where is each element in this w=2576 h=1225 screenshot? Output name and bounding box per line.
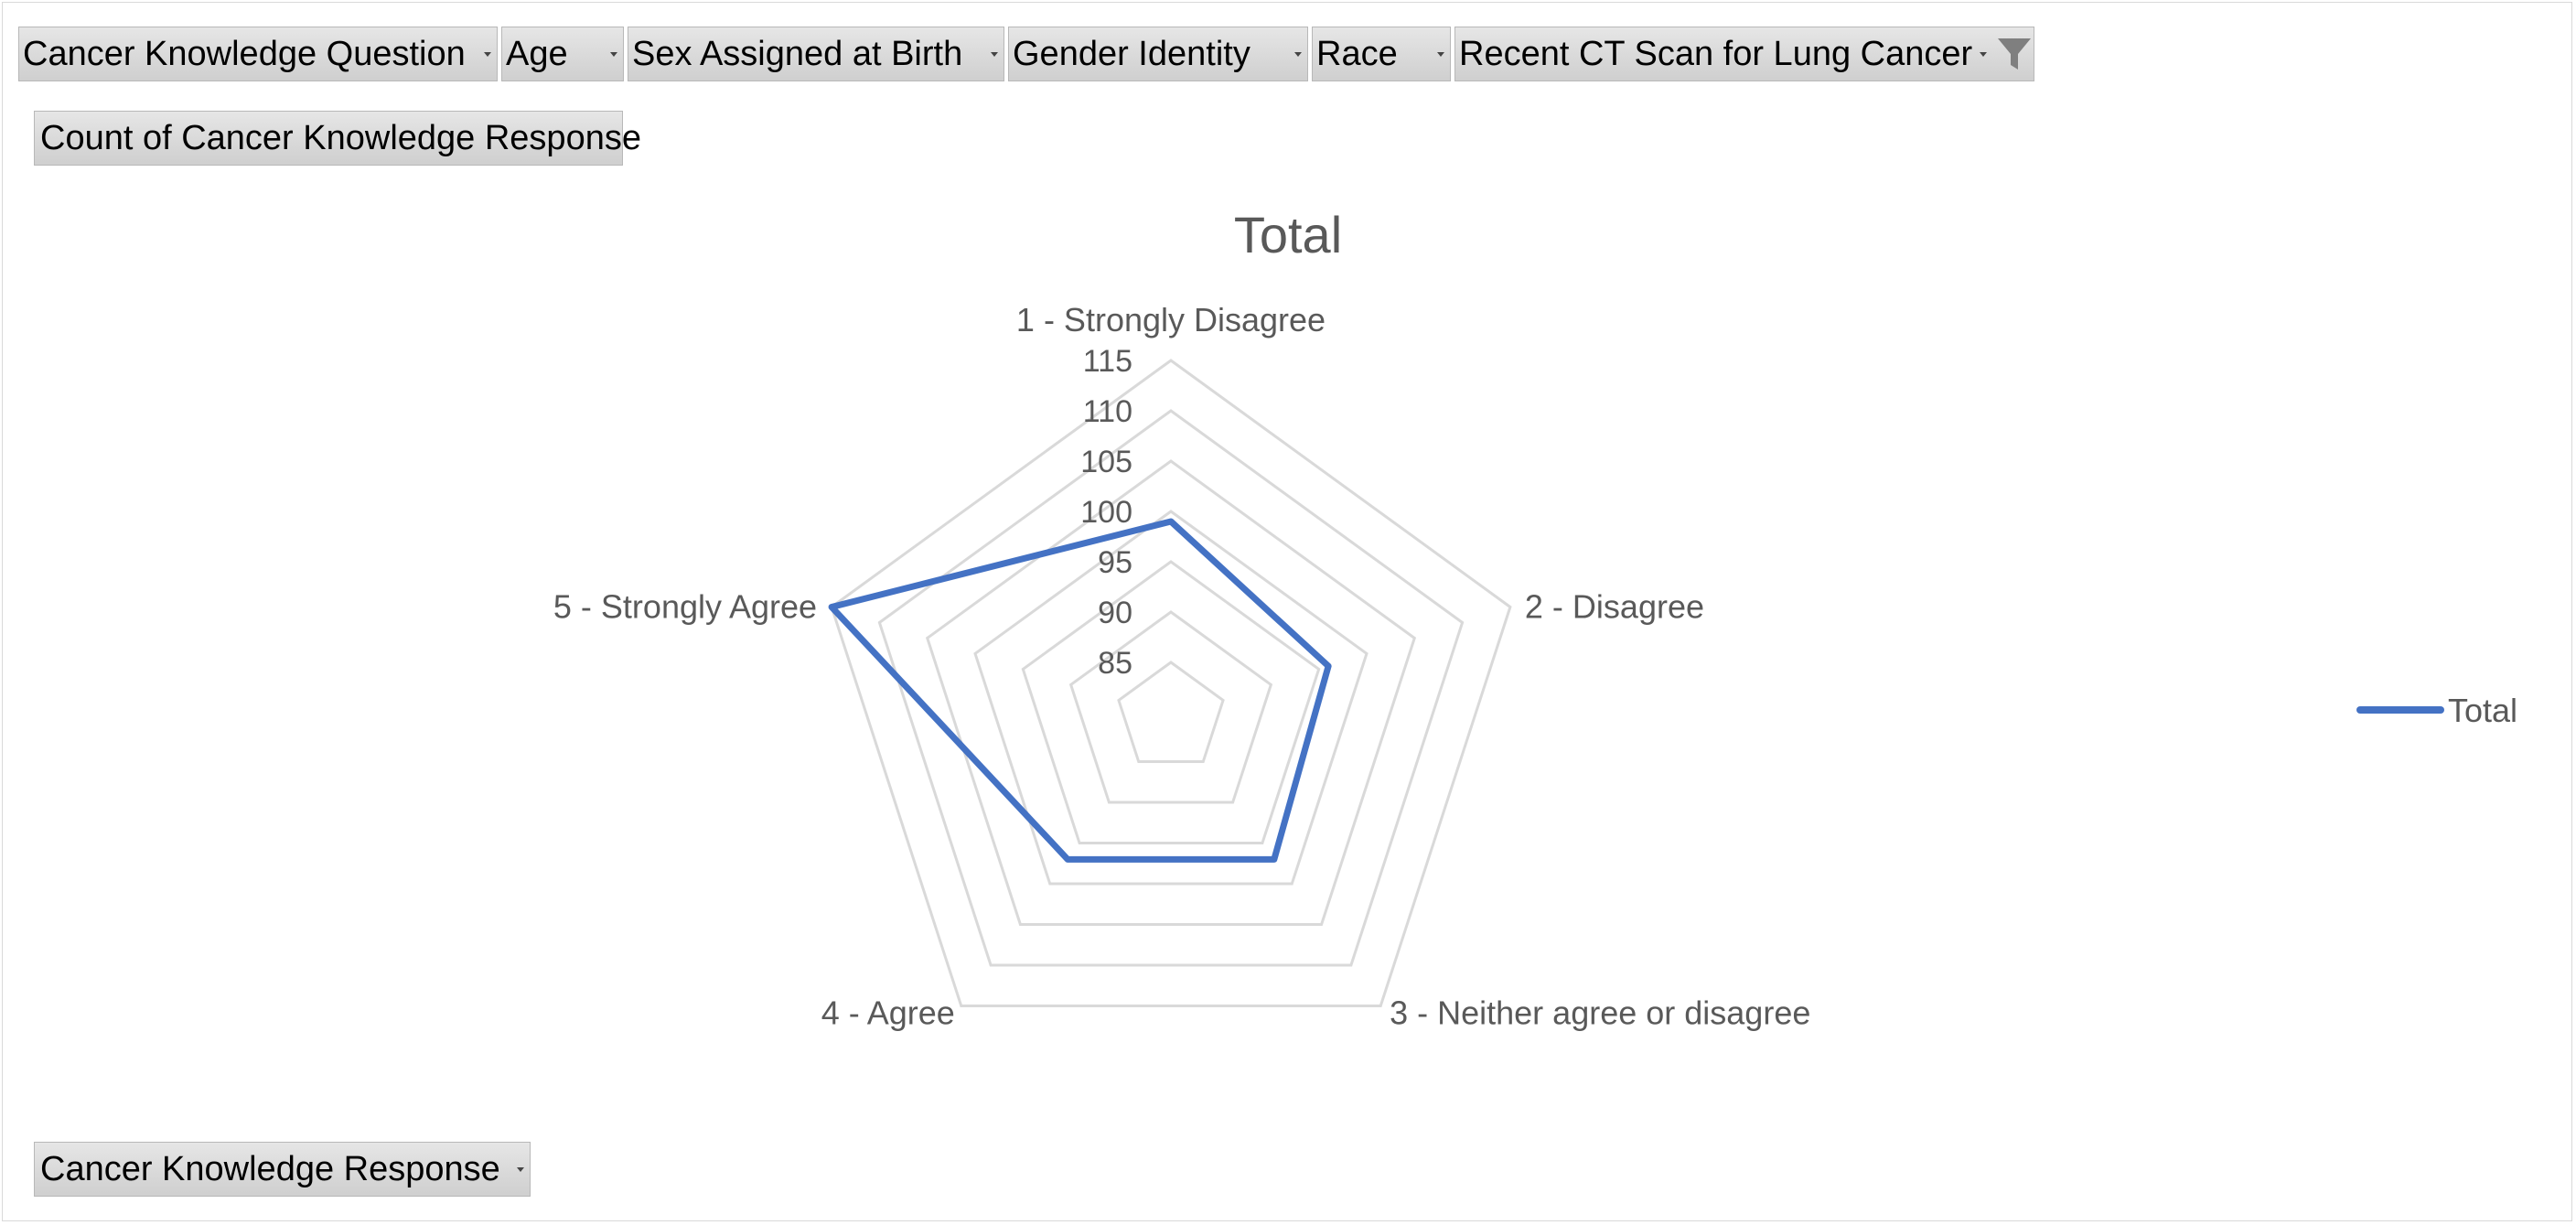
value-field-label: Count of Cancer Knowledge Response	[40, 118, 641, 157]
dropdown-arrow-icon	[610, 51, 617, 57]
report-filter-bar: Cancer Knowledge Question Age Sex Assign…	[18, 27, 2034, 81]
grid-ring	[1117, 661, 1225, 764]
tick-label: 110	[1083, 394, 1132, 429]
filter-sex-assigned-at-birth[interactable]: Sex Assigned at Birth	[628, 27, 1004, 81]
grid-ring	[1068, 610, 1273, 804]
category-labels: 1 - Strongly Disagree 2 - Disagree 3 - Nei…	[553, 301, 1810, 1032]
category-label: 2 - Disagree	[1525, 587, 1704, 625]
filter-label: Recent CT Scan for Lung Cancer	[1459, 34, 1973, 73]
grid-ring	[830, 359, 1512, 1008]
dropdown-arrow-icon	[517, 1166, 524, 1172]
filter-label: Race	[1316, 34, 1398, 73]
filter-label: Sex Assigned at Birth	[632, 34, 963, 73]
tick-label: 100	[1080, 495, 1132, 530]
dropdown-arrow-icon	[1437, 51, 1444, 57]
tick-label: 95	[1098, 545, 1132, 580]
series-line	[828, 518, 1332, 863]
dropdown-arrow-icon	[991, 51, 998, 57]
legend: Total	[2356, 692, 2517, 729]
grid-ring	[925, 459, 1417, 927]
filter-race[interactable]: Race	[1312, 27, 1451, 81]
filter-label: Cancer Knowledge Question	[23, 34, 466, 73]
filter-gender-identity[interactable]: Gender Identity	[1008, 27, 1308, 81]
dropdown-arrow-icon	[1980, 51, 1988, 57]
grid-ring	[973, 510, 1368, 886]
tick-label: 90	[1098, 596, 1132, 630]
value-field-button[interactable]: Count of Cancer Knowledge Response	[34, 111, 641, 166]
grid-ring	[877, 409, 1465, 967]
filter-funnel-icon	[1996, 36, 2033, 72]
dropdown-arrow-icon	[1294, 51, 1302, 57]
category-label: 1 - Strongly Disagree	[1016, 301, 1326, 338]
filter-recent-ct-scan[interactable]: Recent CT Scan for Lung Cancer	[1454, 27, 2034, 81]
tick-label: 105	[1080, 445, 1132, 479]
axis-field-button[interactable]: Cancer Knowledge Response	[34, 1142, 531, 1197]
grid-ring	[1021, 560, 1321, 845]
filter-cancer-knowledge-question[interactable]: Cancer Knowledge Question	[18, 27, 498, 81]
filter-label: Age	[506, 34, 568, 73]
tick-label: 115	[1083, 344, 1132, 379]
category-label: 5 - Strongly Agree	[553, 587, 817, 625]
axis-field-label: Cancer Knowledge Response	[40, 1149, 500, 1188]
filter-label: Gender Identity	[1013, 34, 1250, 73]
tick-label: 85	[1098, 646, 1132, 681]
category-label: 4 - Agree	[821, 994, 955, 1032]
dropdown-arrow-icon	[484, 51, 491, 57]
series-layer	[828, 518, 1332, 863]
filter-age[interactable]: Age	[501, 27, 624, 81]
radar-grid	[830, 359, 1512, 1008]
category-label: 3 - Neither agree or disagree	[1390, 994, 1810, 1032]
legend-label: Total	[2448, 692, 2517, 729]
radial-axis-ticks: 85 90 95 100 105 110 115	[1080, 344, 1132, 681]
chart-title: Total	[1234, 206, 1342, 263]
